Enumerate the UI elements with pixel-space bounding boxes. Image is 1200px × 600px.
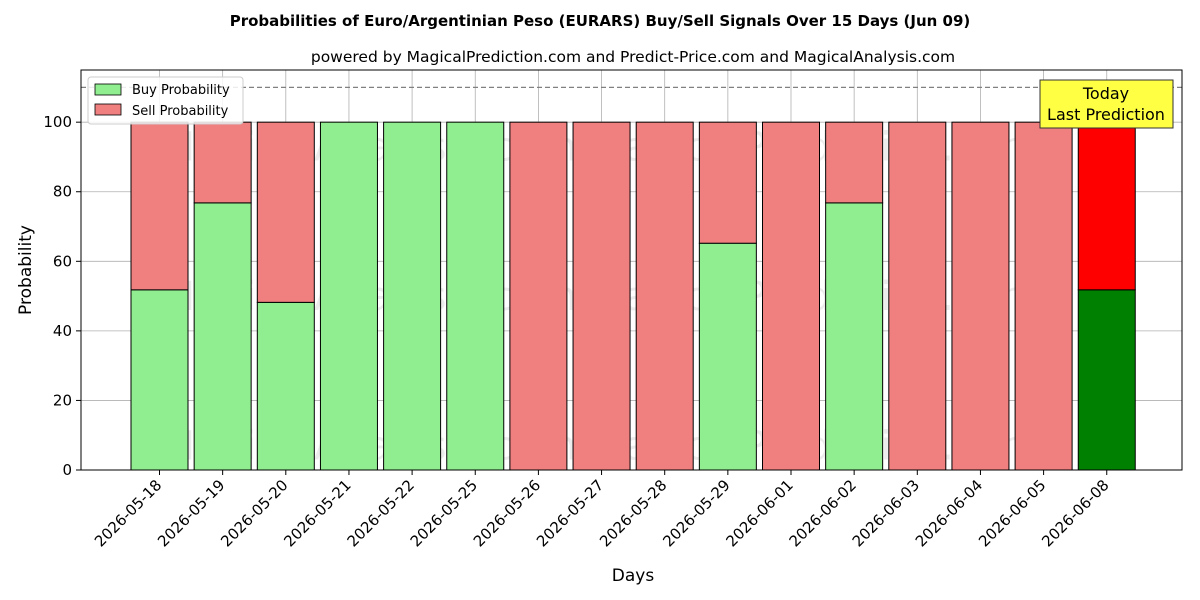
legend: Buy Probability Sell Probability [87, 76, 244, 125]
legend-label-sell: Sell Probability [132, 104, 229, 119]
bar-buy [319, 121, 378, 471]
bar-buy [1077, 289, 1136, 471]
bar-sell [825, 121, 884, 204]
chart-subtitle: powered by MagicalPrediction.com and Pre… [311, 48, 955, 66]
bar-buy [698, 242, 757, 471]
bar-sell [951, 121, 1010, 471]
bar-sell [1014, 121, 1073, 471]
bar-buy [383, 121, 442, 471]
y-tick-label: 100 [43, 113, 72, 131]
x-tick-label: 2026-05-19 [154, 476, 228, 550]
bar-buy [446, 121, 505, 471]
x-tick-label: 2026-05-27 [533, 476, 607, 550]
x-tick-label: 2026-06-01 [722, 476, 796, 550]
chart-title: Probabilities of Euro/Argentinian Peso (… [230, 12, 971, 30]
today-annotation-line1: Today [1082, 84, 1129, 103]
x-tick-label: 2026-05-20 [217, 476, 291, 550]
today-annotation-box [1039, 79, 1174, 129]
x-axis-ticks: 2026-05-182026-05-192026-05-202026-05-21… [91, 470, 1113, 550]
y-axis-ticks: 0 20 40 60 80 100 [43, 113, 81, 479]
bar-sell [635, 121, 694, 471]
bar-sell [1077, 121, 1136, 291]
legend-swatch-sell [94, 103, 122, 116]
legend-label-buy: Buy Probability [132, 83, 230, 98]
x-tick-label: 2026-05-22 [344, 476, 418, 550]
x-tick-label: 2026-05-29 [659, 476, 733, 550]
bar-buy [256, 301, 315, 471]
bar-sell [256, 121, 315, 303]
bar-buy [193, 202, 252, 471]
legend-box [87, 76, 244, 125]
x-tick-label: 2026-05-26 [470, 476, 544, 550]
legend-swatch-buy [94, 83, 122, 96]
bar-sell [193, 121, 252, 204]
y-tick-label: 40 [53, 322, 72, 340]
bars [130, 121, 1136, 471]
x-tick-label: 2026-05-21 [280, 476, 354, 550]
y-axis-label: Probability [16, 225, 36, 315]
plot-frame [80, 69, 1183, 471]
x-tick-label: 2026-06-03 [849, 476, 923, 550]
bar-buy [825, 202, 884, 471]
x-tick-label: 2026-06-04 [912, 476, 986, 550]
today-annotation: Today Last Prediction [1039, 79, 1174, 129]
x-axis-label: Days [612, 566, 655, 586]
x-tick-label: 2026-06-05 [975, 476, 1049, 550]
today-annotation-line2: Last Prediction [1047, 105, 1165, 124]
y-tick-label: 60 [53, 252, 72, 270]
x-tick-label: 2026-06-08 [1038, 476, 1112, 550]
y-tick-label: 20 [53, 391, 72, 409]
y-tick-label: 0 [62, 461, 72, 479]
bar-buy [130, 289, 189, 471]
y-tick-label: 80 [53, 183, 72, 201]
bar-sell [888, 121, 947, 471]
bar-sell [698, 121, 757, 244]
bar-sell [572, 121, 631, 471]
x-tick-label: 2026-05-25 [407, 476, 481, 550]
x-tick-label: 2026-06-02 [786, 476, 860, 550]
x-tick-label: 2026-05-18 [91, 476, 165, 550]
bar-sell [762, 121, 820, 471]
x-tick-label: 2026-05-28 [596, 476, 670, 550]
bar-sell [130, 121, 189, 291]
bar-sell [509, 121, 568, 471]
